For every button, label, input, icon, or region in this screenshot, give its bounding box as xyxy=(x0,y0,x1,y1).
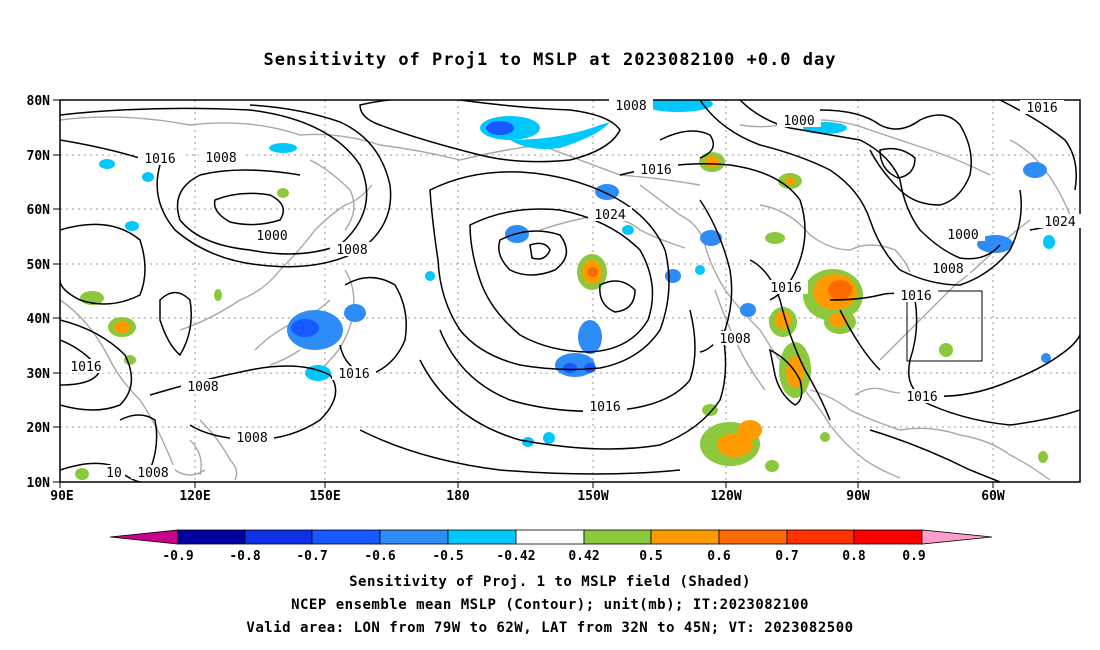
colorbar-swatch xyxy=(583,529,652,545)
lat-label: 50N xyxy=(27,258,51,273)
axis-ticks xyxy=(53,99,994,488)
colorbar-ticks: -0.9 -0.8 -0.7 -0.6 -0.5 -0.42 0.42 0.5 … xyxy=(162,549,925,564)
lat-label: 60N xyxy=(27,203,51,218)
colorbar-swatch xyxy=(177,529,246,545)
lon-label: 150W xyxy=(577,489,608,504)
colorbar-tick: 0.42 xyxy=(568,549,599,564)
contour-label: 1000 xyxy=(783,114,814,129)
positive-sensitivity-shading xyxy=(75,152,1048,480)
colorbar-tick: -0.5 xyxy=(432,549,463,564)
contour-label: 1008 xyxy=(236,431,267,446)
gridlines xyxy=(60,100,1080,482)
lat-label: 70N xyxy=(27,149,51,164)
contour-label: 1016 xyxy=(589,400,620,415)
contour-label: 1016 xyxy=(770,281,801,296)
lat-label: 30N xyxy=(27,367,51,382)
lon-label: 150E xyxy=(309,489,340,504)
colorbar-tick: -0.9 xyxy=(162,549,193,564)
colorbar-swatch xyxy=(515,529,585,545)
lat-label: 40N xyxy=(27,312,51,327)
colorbar-tick: 0.9 xyxy=(902,549,925,564)
caption-line-3: Valid area: LON from 79W to 62W, LAT fro… xyxy=(246,620,854,636)
colorbar-swatch xyxy=(311,529,381,545)
colorbar-swatch xyxy=(853,529,923,545)
lat-label: 80N xyxy=(27,94,51,109)
caption-line-1: Sensitivity of Proj. 1 to MSLP field (Sh… xyxy=(349,574,751,590)
valid-area-box xyxy=(906,290,983,362)
contour-label: 1008 xyxy=(205,151,236,166)
contour-label: 1008 xyxy=(336,243,367,258)
contour-label: 1008 xyxy=(137,466,168,481)
colorbar-swatch xyxy=(109,529,179,545)
longitude-labels: 90E 120E 150E 180 150W 120W 90W 60W xyxy=(50,489,1005,504)
lon-label: 90W xyxy=(846,489,870,504)
latitude-labels: 80N 70N 60N 50N 40N 30N 20N 10N xyxy=(27,94,51,491)
contour-label: 1016 xyxy=(640,163,671,178)
contour-label: 1008 xyxy=(932,262,963,277)
contour-label: 1016 xyxy=(906,390,937,405)
colorbar-swatch xyxy=(718,529,788,545)
colorbar-tick: 0.8 xyxy=(842,549,866,564)
lon-label: 60W xyxy=(981,489,1005,504)
negative-sensitivity-shading xyxy=(99,100,1055,447)
contour-label: 1024 xyxy=(594,208,625,223)
lon-label: 120W xyxy=(710,489,741,504)
colorbar-swatch xyxy=(786,529,855,545)
contour-labels: 1008 1016 1008 1000 1008 1016 1024 1000 … xyxy=(70,99,1076,481)
colorbar-swatch xyxy=(244,529,313,545)
contour-label: 1024 xyxy=(1044,215,1075,230)
contour-label: 1008 xyxy=(615,99,646,114)
colorbar xyxy=(109,529,993,545)
contour-label: 1000 xyxy=(256,229,287,244)
lon-label: 90E xyxy=(50,489,73,504)
colorbar-swatch xyxy=(921,529,993,545)
colorbar-tick: 0.7 xyxy=(775,549,798,564)
colorbar-tick: -0.6 xyxy=(364,549,395,564)
contour-label: 1016 xyxy=(900,289,931,304)
lat-label: 10N xyxy=(27,476,51,491)
colorbar-swatch xyxy=(447,529,517,545)
colorbar-tick: -0.8 xyxy=(229,549,260,564)
contour-label: 1016 xyxy=(1026,101,1057,116)
contour-label: 1016 xyxy=(144,152,175,167)
colorbar-swatch xyxy=(650,529,720,545)
caption-line-2: NCEP ensemble mean MSLP (Contour); unit(… xyxy=(291,597,809,613)
colorbar-tick: 0.5 xyxy=(639,549,662,564)
contour-label: 1008 xyxy=(719,332,750,347)
contour-label: 1016 xyxy=(338,367,369,382)
contour-label: 1008 xyxy=(187,380,218,395)
colorbar-tick: 0.6 xyxy=(707,549,731,564)
lon-label: 180 xyxy=(446,489,470,504)
lon-label: 120E xyxy=(179,489,210,504)
lat-label: 20N xyxy=(27,421,51,436)
map-title: Sensitivity of Proj1 to MSLP at 20230821… xyxy=(263,50,837,70)
map-border xyxy=(59,99,1081,483)
colorbar-swatch xyxy=(379,529,449,545)
contour-label: 1016 xyxy=(70,360,101,375)
colorbar-tick: -0.7 xyxy=(296,549,327,564)
contour-label: 10 xyxy=(106,466,122,481)
colorbar-tick: -0.42 xyxy=(496,549,535,564)
contour-label: 1000 xyxy=(947,228,978,243)
